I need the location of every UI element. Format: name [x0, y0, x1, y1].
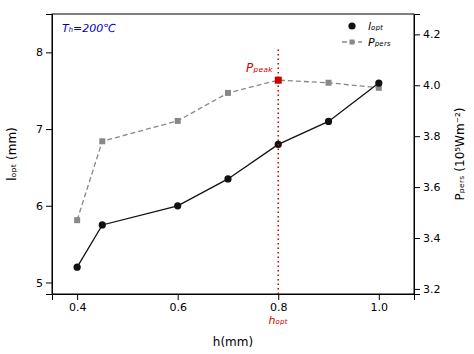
- tick-label: 4.2: [423, 28, 441, 41]
- y2-axis: 3.2 3.4 3.6 3.8 4.0 4.2: [414, 15, 441, 296]
- tick-label: 0.6: [169, 301, 187, 314]
- annotations: Pₚₑₐₖ hₒₚₜ Tₕ=200℃: [62, 22, 288, 327]
- reference-line: [278, 48, 280, 294]
- tick: 3.4: [414, 232, 441, 245]
- tick: 4.0: [414, 79, 441, 92]
- series-line: [77, 80, 379, 220]
- tick: 0.8: [270, 294, 288, 314]
- tick-mark: [46, 282, 52, 283]
- tick-mark: [414, 85, 420, 86]
- tick: 3.6: [414, 181, 441, 194]
- x-axis: 0.4 0.6 0.8 1.0: [53, 294, 415, 314]
- data-point: [224, 175, 231, 182]
- legend: lₒₚₜ Pₚₑᵣₛ: [342, 20, 391, 49]
- tick-label: 3.2: [423, 283, 441, 296]
- legend-label: Pₚₑᵣₛ: [368, 36, 391, 49]
- tick-mark: [46, 129, 52, 130]
- tick-label: 0.8: [270, 301, 288, 314]
- data-point: [375, 79, 382, 86]
- axis-line: [53, 295, 415, 301]
- tick: 6: [36, 200, 52, 213]
- annotation: Pₚₑₐₖ: [246, 61, 273, 75]
- legend-symbol: [348, 22, 355, 29]
- tick-label: 7: [36, 123, 43, 136]
- legend-item: Pₚₑᵣₛ: [342, 36, 391, 49]
- tick-label: 1.0: [371, 301, 389, 314]
- tick-mark: [77, 294, 78, 300]
- y2-axis-title: Pₚₑᵣₛ (10⁵Wm⁻²): [453, 108, 467, 201]
- tick-label: 3.8: [423, 130, 441, 143]
- data-point: [225, 90, 231, 96]
- legend-label: lₒₚₜ: [368, 20, 384, 33]
- tick: 0.4: [69, 294, 87, 314]
- legend-item: lₒₚₜ: [348, 20, 383, 33]
- tick: 0.6: [169, 294, 187, 314]
- tick-mark: [278, 294, 279, 300]
- tick-label: 4.0: [423, 79, 441, 92]
- series: [74, 79, 383, 270]
- tick-mark: [414, 34, 420, 35]
- plot-frame: [52, 14, 414, 294]
- series: [74, 77, 382, 223]
- tick: 4.2: [414, 28, 441, 41]
- chart: 0.4 0.6 0.8 1.0 5 6 7 8 3.2 3.4 3.6 3.8 4.0 4.2 h(mm) l…: [0, 0, 474, 354]
- tick-label: 6: [36, 200, 43, 213]
- plot-area: [74, 48, 383, 294]
- tick-label: 3.4: [423, 232, 441, 245]
- tick-mark: [414, 238, 420, 239]
- chart-container: 0.4 0.6 0.8 1.0 5 6 7 8 3.2 3.4 3.6 3.8 4.0 4.2 h(mm) l…: [0, 0, 474, 354]
- tick-label: 0.4: [69, 301, 87, 314]
- tick: 7: [36, 123, 52, 136]
- annotation: hₒₚₜ: [269, 314, 288, 327]
- tick-mark: [46, 52, 52, 53]
- data-point: [74, 217, 80, 223]
- data-point: [99, 221, 106, 228]
- data-point: [175, 118, 181, 124]
- data-point: [99, 138, 105, 144]
- tick-mark: [178, 294, 179, 300]
- tick-mark: [414, 187, 420, 188]
- tick-mark: [414, 136, 420, 137]
- annotation: Tₕ=200℃: [62, 22, 116, 35]
- tick: 3.2: [414, 283, 441, 296]
- data-point: [174, 202, 181, 209]
- y-axis: 5 6 7 8: [36, 15, 53, 295]
- legend-symbol: [350, 40, 355, 45]
- axis-line: [46, 15, 53, 295]
- data-point: [74, 264, 81, 271]
- tick: 8: [36, 46, 52, 59]
- tick-mark: [46, 206, 52, 207]
- tick: 5: [36, 277, 52, 290]
- data-point: [325, 118, 332, 125]
- series-line: [77, 83, 379, 267]
- data-point: [326, 80, 332, 86]
- tick-label: 8: [36, 46, 43, 59]
- tick: 3.8: [414, 130, 441, 143]
- tick-label: 5: [36, 277, 43, 290]
- x-axis-title: h(mm): [213, 335, 253, 349]
- tick-mark: [379, 294, 380, 300]
- tick-label: 3.6: [423, 181, 441, 194]
- tick: 1.0: [371, 294, 389, 314]
- axis-line: [415, 15, 421, 295]
- y-axis-title: lₒₚₜ (mm): [5, 127, 19, 181]
- tick-mark: [414, 289, 420, 290]
